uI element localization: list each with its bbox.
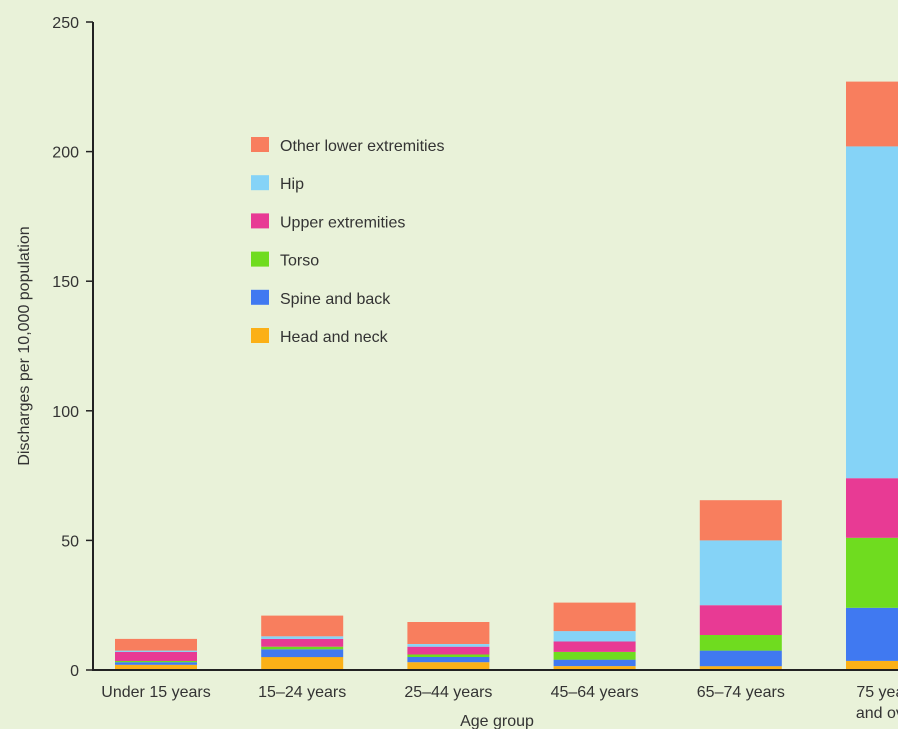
legend: Other lower extremities Hip Upper extremit… — [251, 137, 445, 346]
bar-segment-spine-and-back-1 — [261, 649, 344, 658]
legend-swatch-hip — [251, 175, 269, 191]
bar-segment-spine-and-back-5 — [846, 607, 898, 661]
bar-segment-other-lower-extremities-0 — [115, 638, 197, 651]
bar-segment-upper-extremities-2 — [407, 646, 490, 655]
bar-segment-head-and-neck-1 — [261, 657, 344, 670]
x-tick-label: 45–64 years — [551, 684, 639, 701]
y-tick-label: 200 — [52, 145, 79, 162]
y-tick-label: 100 — [52, 404, 79, 421]
legend-label: Spine and back — [280, 291, 391, 308]
bar-segment-spine-and-back-2 — [407, 657, 490, 663]
y-axis-ticks: 0 50 100 150 200 250 — [52, 15, 93, 680]
legend-label: Torso — [280, 253, 319, 270]
bar-segment-spine-and-back-0 — [115, 662, 197, 665]
legend-swatch-upper-extremities — [251, 213, 269, 229]
bar-segment-torso-0 — [115, 660, 197, 663]
y-axis-title: Discharges per 10,000 population — [16, 226, 33, 465]
legend-label: Upper extremities — [280, 214, 405, 231]
x-axis-ticks: Under 15 years 15–24 years 25–44 years 45–6… — [101, 684, 898, 722]
bar-segment-head-and-neck-4 — [699, 666, 782, 670]
bars-layer — [115, 81, 898, 670]
bar-segment-hip-3 — [553, 631, 636, 642]
bar-segment-upper-extremities-1 — [261, 638, 344, 647]
legend-label: Hip — [280, 176, 304, 193]
bar-segment-upper-extremities-0 — [115, 651, 197, 661]
legend-label: Head and neck — [280, 329, 389, 346]
bar-segment-upper-extremities-4 — [699, 605, 782, 635]
bar-segment-other-lower-extremities-3 — [553, 602, 636, 632]
legend-swatch-spine-and-back — [251, 289, 269, 305]
bar-segment-hip-5 — [846, 146, 898, 479]
bar-segment-hip-0 — [115, 650, 197, 652]
y-tick-label: 50 — [61, 533, 79, 550]
bar-segment-upper-extremities-3 — [553, 641, 636, 652]
x-tick-label: 25–44 years — [404, 684, 492, 701]
bar-segment-other-lower-extremities-5 — [846, 81, 898, 147]
bar-segment-torso-4 — [699, 635, 782, 651]
y-tick-label: 250 — [52, 15, 79, 32]
bar-segment-hip-4 — [699, 540, 782, 606]
y-tick-label: 150 — [52, 274, 79, 291]
legend-swatch-head-and-neck — [251, 328, 269, 343]
legend-swatch-other-lower-extremities — [251, 137, 269, 152]
bar-segment-torso-5 — [846, 537, 898, 608]
legend-swatch-torso — [251, 251, 269, 267]
bar-segment-torso-1 — [261, 646, 344, 650]
x-tick-label: 15–24 years — [258, 684, 346, 701]
bar-segment-head-and-neck-3 — [553, 666, 636, 670]
x-tick-label: 65–74 years — [697, 684, 785, 701]
bar-segment-hip-1 — [261, 636, 344, 639]
x-tick-label: and over — [856, 705, 898, 722]
legend-label: Other lower extremities — [280, 138, 445, 155]
x-tick-label: Under 15 years — [101, 684, 210, 701]
x-tick-label: 75 years — [856, 684, 898, 701]
bar-segment-spine-and-back-3 — [553, 659, 636, 667]
bar-segment-other-lower-extremities-2 — [407, 622, 490, 644]
x-axis-title: Age group — [460, 713, 534, 729]
bar-segment-hip-2 — [407, 644, 490, 647]
bar-segment-other-lower-extremities-4 — [699, 500, 782, 541]
bar-segment-torso-2 — [407, 654, 490, 657]
bar-segment-other-lower-extremities-1 — [261, 615, 344, 637]
bar-segment-upper-extremities-5 — [846, 478, 898, 538]
bar-segment-spine-and-back-4 — [699, 650, 782, 667]
bar-segment-head-and-neck-5 — [846, 660, 898, 670]
bar-segment-torso-3 — [553, 651, 636, 660]
y-tick-label: 0 — [70, 663, 79, 680]
bar-segment-head-and-neck-2 — [407, 662, 490, 670]
bar-segment-head-and-neck-0 — [115, 664, 197, 670]
